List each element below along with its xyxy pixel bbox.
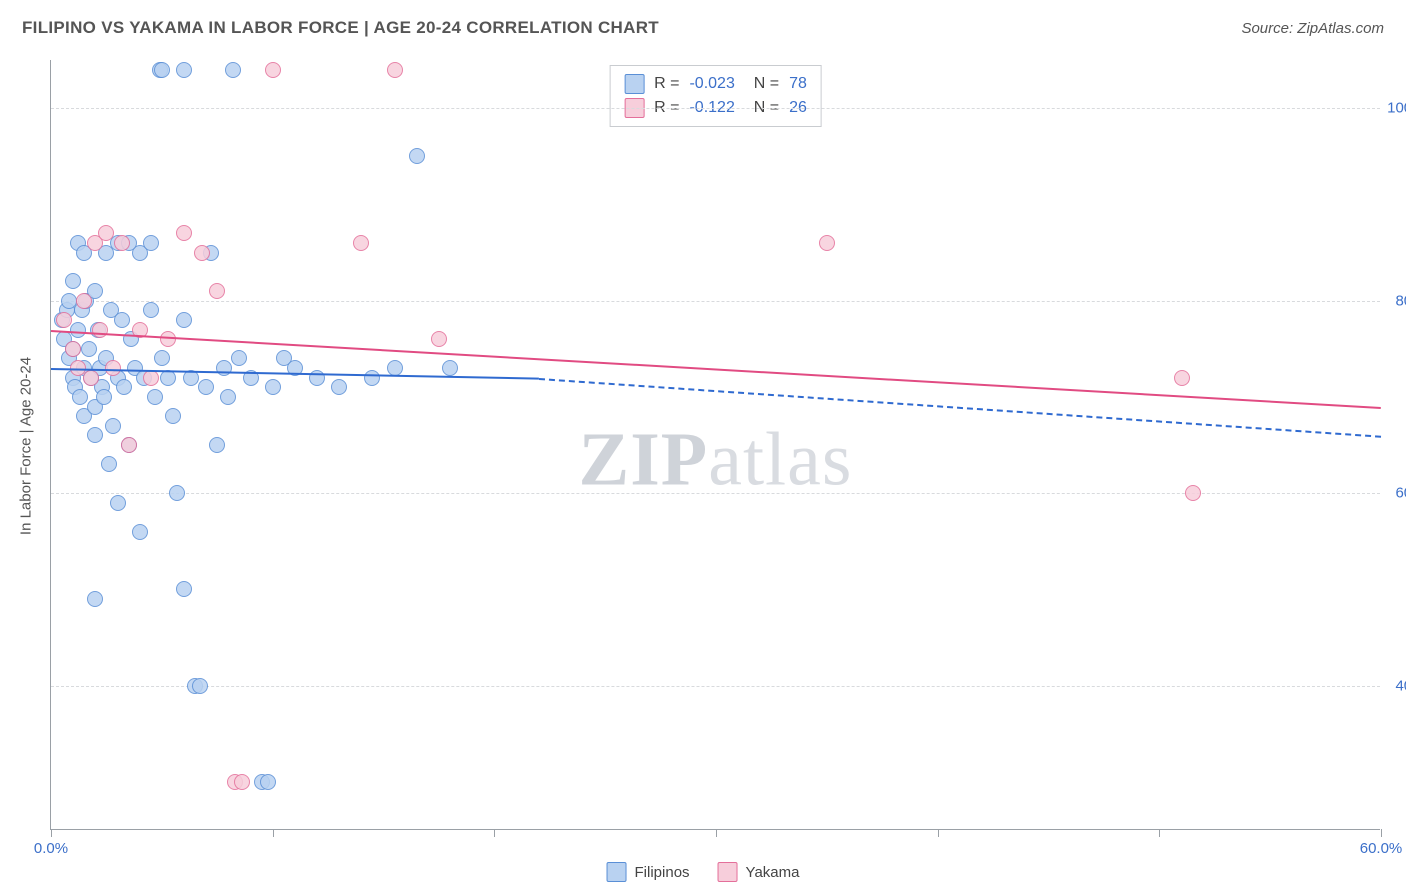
- data-point-yakama: [83, 370, 99, 386]
- data-point-filipinos: [81, 341, 97, 357]
- data-point-filipinos: [176, 581, 192, 597]
- plot-area: ZIPatlas R = -0.023 N = 78 R = -0.122 N …: [50, 60, 1380, 830]
- stats-n-label: N =: [745, 75, 779, 93]
- x-tick-label: 0.0%: [34, 840, 68, 857]
- y-tick-label: 80.0%: [1395, 292, 1406, 309]
- x-tick-label: 60.0%: [1360, 840, 1403, 857]
- stats-r-label: R =: [654, 75, 679, 93]
- data-point-yakama: [65, 341, 81, 357]
- legend-item-filipinos: Filipinos: [607, 862, 690, 882]
- data-point-yakama: [1185, 485, 1201, 501]
- stats-row-filipinos: R = -0.023 N = 78: [624, 72, 807, 96]
- gridline: [51, 686, 1380, 687]
- chart-header: FILIPINO VS YAKAMA IN LABOR FORCE | AGE …: [0, 0, 1406, 48]
- gridline: [51, 108, 1380, 109]
- stats-legend-box: R = -0.023 N = 78 R = -0.122 N = 26: [609, 65, 822, 127]
- data-point-filipinos: [87, 591, 103, 607]
- data-point-filipinos: [331, 379, 347, 395]
- gridline: [51, 301, 1380, 302]
- y-tick-label: 40.0%: [1395, 677, 1406, 694]
- swatch-filipinos: [624, 74, 644, 94]
- data-point-yakama: [1174, 370, 1190, 386]
- data-point-yakama: [114, 235, 130, 251]
- data-point-yakama: [353, 235, 369, 251]
- data-point-filipinos: [225, 62, 241, 78]
- data-point-filipinos: [265, 379, 281, 395]
- data-point-yakama: [194, 245, 210, 261]
- x-tick: [716, 829, 717, 837]
- data-point-filipinos: [110, 495, 126, 511]
- x-tick: [273, 829, 274, 837]
- data-point-filipinos: [176, 312, 192, 328]
- data-point-filipinos: [96, 389, 112, 405]
- data-point-filipinos: [260, 774, 276, 790]
- x-tick: [1381, 829, 1382, 837]
- data-point-filipinos: [176, 62, 192, 78]
- data-point-filipinos: [309, 370, 325, 386]
- data-point-filipinos: [216, 360, 232, 376]
- data-point-filipinos: [70, 322, 86, 338]
- data-point-yakama: [209, 283, 225, 299]
- legend-swatch-yakama: [718, 862, 738, 882]
- data-point-filipinos: [198, 379, 214, 395]
- data-point-filipinos: [61, 293, 77, 309]
- data-point-filipinos: [132, 524, 148, 540]
- data-point-yakama: [387, 62, 403, 78]
- y-tick-label: 100.0%: [1387, 100, 1406, 117]
- data-point-yakama: [121, 437, 137, 453]
- x-tick: [494, 829, 495, 837]
- data-point-filipinos: [154, 62, 170, 78]
- data-point-filipinos: [65, 273, 81, 289]
- data-point-filipinos: [209, 437, 225, 453]
- data-point-yakama: [105, 360, 121, 376]
- x-tick: [51, 829, 52, 837]
- stats-n-filipinos: 78: [789, 75, 807, 93]
- data-point-yakama: [98, 225, 114, 241]
- data-point-filipinos: [143, 302, 159, 318]
- data-point-filipinos: [231, 350, 247, 366]
- data-point-filipinos: [387, 360, 403, 376]
- data-point-filipinos: [87, 427, 103, 443]
- bottom-legend: Filipinos Yakama: [607, 862, 800, 882]
- data-point-filipinos: [165, 408, 181, 424]
- x-tick: [1159, 829, 1160, 837]
- data-point-yakama: [234, 774, 250, 790]
- gridline: [51, 493, 1380, 494]
- data-point-yakama: [56, 312, 72, 328]
- data-point-yakama: [76, 293, 92, 309]
- data-point-filipinos: [192, 678, 208, 694]
- data-point-filipinos: [114, 312, 130, 328]
- data-point-filipinos: [154, 350, 170, 366]
- data-point-filipinos: [143, 235, 159, 251]
- x-tick: [938, 829, 939, 837]
- legend-item-yakama: Yakama: [718, 862, 800, 882]
- data-point-filipinos: [101, 456, 117, 472]
- data-point-yakama: [176, 225, 192, 241]
- regression-line: [539, 378, 1381, 438]
- legend-label-filipinos: Filipinos: [635, 864, 690, 881]
- data-point-filipinos: [72, 389, 88, 405]
- watermark: ZIPatlas: [579, 416, 853, 503]
- data-point-filipinos: [220, 389, 236, 405]
- chart-source: Source: ZipAtlas.com: [1241, 20, 1384, 37]
- legend-swatch-filipinos: [607, 862, 627, 882]
- data-point-filipinos: [116, 379, 132, 395]
- y-tick-label: 60.0%: [1395, 485, 1406, 502]
- data-point-yakama: [819, 235, 835, 251]
- legend-label-yakama: Yakama: [746, 864, 800, 881]
- data-point-filipinos: [364, 370, 380, 386]
- data-point-filipinos: [105, 418, 121, 434]
- data-point-yakama: [265, 62, 281, 78]
- y-axis-label: In Labor Force | Age 20-24: [18, 357, 35, 535]
- data-point-yakama: [431, 331, 447, 347]
- data-point-filipinos: [169, 485, 185, 501]
- data-point-filipinos: [442, 360, 458, 376]
- data-point-filipinos: [409, 148, 425, 164]
- chart-title: FILIPINO VS YAKAMA IN LABOR FORCE | AGE …: [22, 18, 659, 38]
- stats-r-filipinos: -0.023: [689, 75, 734, 93]
- data-point-filipinos: [147, 389, 163, 405]
